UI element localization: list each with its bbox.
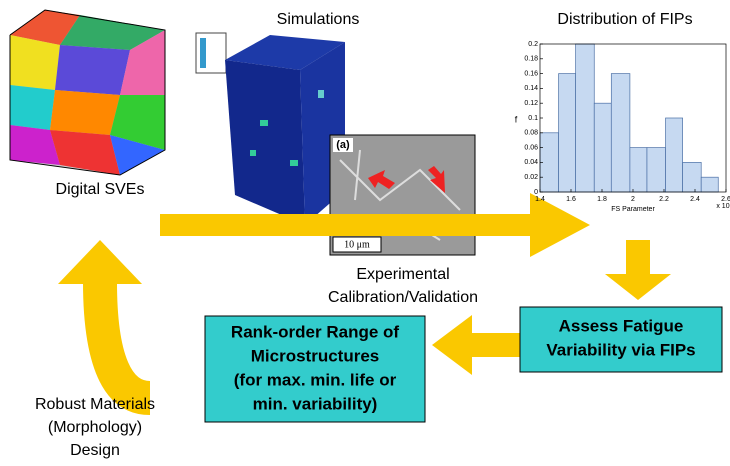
y-tick-label: 0.16 [524, 70, 538, 77]
x-axis-label: FS Parameter [611, 206, 655, 213]
bar [701, 177, 718, 192]
robust-label: Design [70, 442, 120, 459]
sve-label: Digital SVEs [56, 181, 145, 198]
y-tick-label: 0 [534, 189, 538, 196]
x-tick-label: 1.4 [535, 196, 545, 203]
x-tick-label: 1.8 [597, 196, 607, 203]
bar [576, 44, 595, 192]
assess-text: Variability via FIPs [546, 340, 695, 359]
simulation-cube [196, 33, 345, 225]
bar [594, 103, 611, 192]
chart-title: Distribution of FIPs [557, 11, 692, 28]
bar [683, 162, 702, 192]
y-tick-label: 0.12 [524, 100, 538, 107]
x-multiplier: x 10⁻³ [716, 203, 730, 210]
histogram: 0 0.02 0.04 0.06 0.08 0.1 0.12 0.14 0.16 0.18 0.2 1… [515, 41, 730, 213]
y-axis-label: f [515, 114, 518, 124]
micrograph-tag: (a) [336, 139, 350, 151]
simulations-label: Simulations [277, 11, 360, 28]
experimental-label: Calibration/Validation [328, 289, 478, 306]
y-tick-label: 0.18 [524, 56, 538, 63]
sve-cube [10, 10, 165, 175]
x-tick-label: 2.2 [659, 196, 669, 203]
assess-text: Assess Fatigue [559, 316, 684, 335]
rank-text: Rank-order Range of [231, 322, 399, 341]
diagram: Digital SVEs Simulations (a) 10 μm Exper… [0, 0, 730, 461]
bar [630, 148, 647, 192]
rank-text: (for max. min. life or [234, 370, 397, 389]
bar [647, 148, 666, 192]
bar [559, 74, 576, 192]
robust-label: (Morphology) [48, 419, 142, 436]
y-tick-label: 0.14 [524, 85, 538, 92]
y-tick-label: 0.06 [524, 144, 538, 151]
x-tick-label: 2.4 [690, 196, 700, 203]
robust-label: Robust Materials [35, 396, 155, 413]
x-tick-label: 1.6 [566, 196, 576, 203]
y-tick-label: 0.2 [528, 41, 538, 48]
bar [666, 118, 683, 192]
y-tick-label: 0.04 [524, 159, 538, 166]
rank-text: min. variability) [253, 394, 378, 413]
bar [611, 74, 630, 192]
micrograph [330, 135, 475, 255]
y-tick-label: 0.1 [528, 115, 538, 122]
experimental-label: Experimental [356, 266, 449, 283]
rank-text: Microstructures [251, 346, 379, 365]
y-tick-label: 0.08 [524, 130, 538, 137]
y-tick-label: 0.02 [524, 174, 538, 181]
x-tick-label: 2.6 [721, 196, 730, 203]
x-tick-label: 2 [631, 196, 635, 203]
scale-bar: 10 μm [344, 239, 370, 250]
